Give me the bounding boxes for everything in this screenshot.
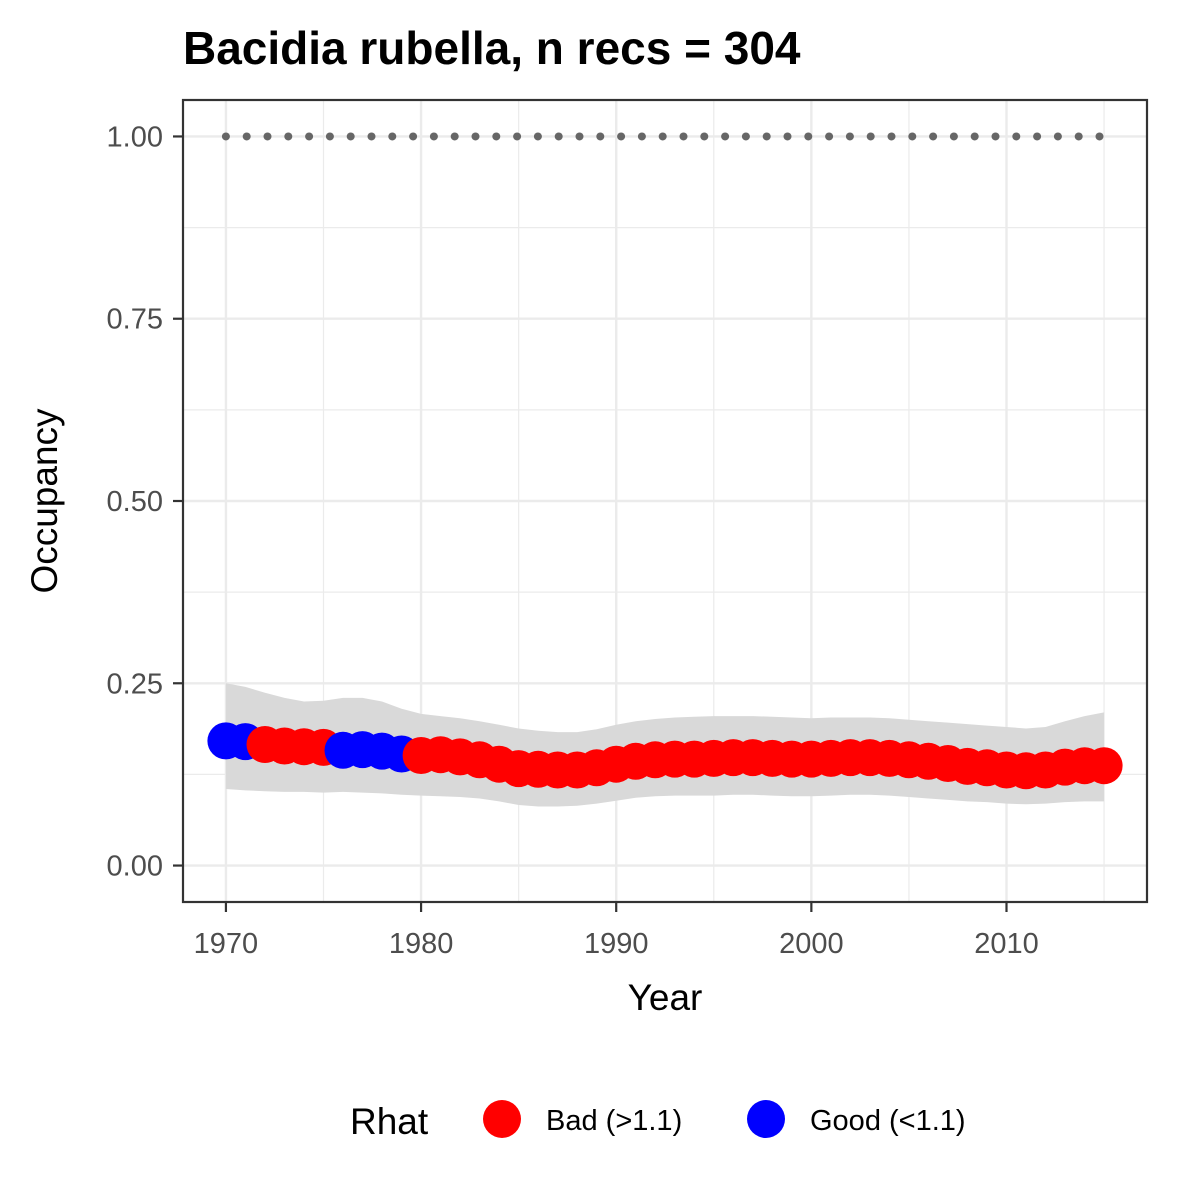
x-axis-title: Year	[628, 977, 703, 1018]
y-tick-label: 0.75	[107, 304, 163, 336]
reference-line-dot	[804, 132, 813, 141]
reference-line-dot	[617, 132, 626, 141]
reference-line-dot	[554, 132, 563, 141]
x-tick-label: 2000	[779, 928, 844, 960]
legend-key-good	[747, 1100, 785, 1138]
reference-line-dot	[866, 132, 875, 141]
reference-line-dot	[845, 132, 854, 141]
reference-line-dot	[325, 132, 334, 141]
reference-line-dot	[263, 132, 272, 141]
reference-line-dot	[658, 132, 667, 141]
reference-line-dot	[492, 132, 501, 141]
reference-line-dot	[741, 132, 750, 141]
y-axis: 0.00 0.25 0.50 0.75 1.00	[107, 121, 183, 883]
reference-line-dot	[679, 132, 688, 141]
reference-line-dot	[929, 132, 938, 141]
reference-line-dot	[242, 132, 251, 141]
reference-line-dot	[721, 132, 730, 141]
reference-line-dot	[1053, 132, 1062, 141]
reference-line-dot	[221, 132, 230, 141]
reference-line-dot	[284, 132, 293, 141]
reference-line-layer	[221, 132, 1104, 141]
reference-line-dot	[596, 132, 605, 141]
reference-line-dot	[409, 132, 418, 141]
reference-line-dot	[575, 132, 584, 141]
reference-line-dot	[762, 132, 771, 141]
y-tick-label: 0.25	[107, 668, 163, 700]
occupancy-point-bad	[1085, 747, 1123, 785]
reference-line-dot	[471, 132, 480, 141]
reference-line-dot	[429, 132, 438, 141]
reference-line-dot	[825, 132, 834, 141]
x-tick-label: 1990	[584, 928, 649, 960]
reference-line-dot	[513, 132, 522, 141]
reference-line-dot	[908, 132, 917, 141]
reference-line-dot	[700, 132, 709, 141]
reference-line-dot	[388, 132, 397, 141]
x-tick-label: 1970	[194, 928, 259, 960]
x-axis: 1970 1980 1990 2000 2010	[194, 902, 1039, 960]
reference-line-dot	[1012, 132, 1021, 141]
legend-label-bad: Bad (>1.1)	[546, 1105, 682, 1137]
reference-line-dot	[991, 132, 1000, 141]
legend-title: Rhat	[350, 1101, 429, 1142]
reference-line-dot	[1074, 132, 1083, 141]
occupancy-points-layer	[207, 722, 1123, 790]
reference-line-dot	[450, 132, 459, 141]
reference-line-dot	[970, 132, 979, 141]
reference-line-dot	[949, 132, 958, 141]
reference-line-dot	[1033, 132, 1042, 141]
y-axis-title: Occupancy	[24, 408, 65, 594]
reference-line-dot	[367, 132, 376, 141]
x-tick-label: 1980	[389, 928, 454, 960]
y-tick-label: 0.50	[107, 486, 163, 518]
legend-key-bad	[483, 1100, 521, 1138]
legend-label-good: Good (<1.1)	[810, 1105, 966, 1137]
reference-line-dot	[783, 132, 792, 141]
y-tick-label: 0.00	[107, 851, 163, 883]
reference-line-dot	[533, 132, 542, 141]
reference-line-dot	[346, 132, 355, 141]
reference-line-dot	[637, 132, 646, 141]
y-tick-label: 1.00	[107, 121, 163, 153]
reference-line-dot	[887, 132, 896, 141]
chart-title: Bacidia rubella, n recs = 304	[183, 22, 801, 74]
reference-line-dot	[305, 132, 314, 141]
reference-line-dot	[1095, 132, 1104, 141]
legend: Rhat Bad (>1.1) Good (<1.1)	[350, 1100, 966, 1142]
x-tick-label: 2010	[974, 928, 1039, 960]
